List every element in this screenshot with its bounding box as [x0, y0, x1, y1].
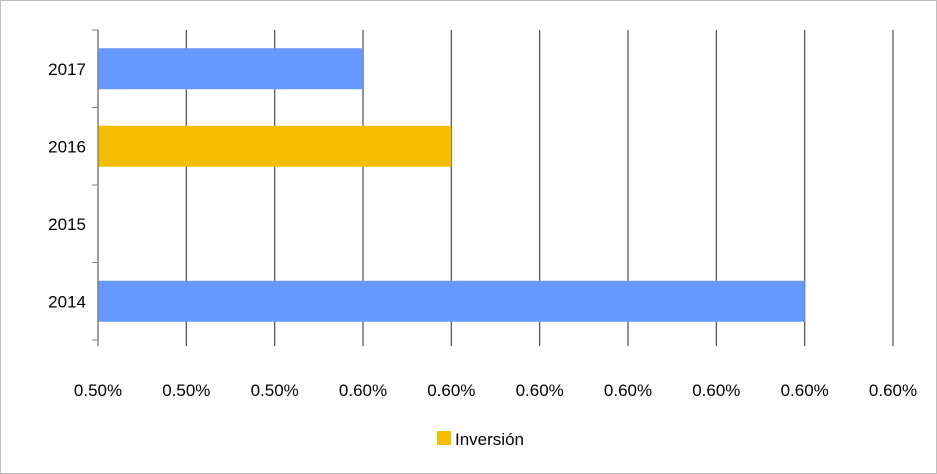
x-tick-label-4: 0.60% — [427, 381, 475, 400]
y-axis-tick-labels: 2017 2016 2015 2014 — [48, 60, 86, 312]
legend: Inversión — [437, 430, 524, 449]
bar-2016 — [98, 125, 452, 167]
x-tick-label-8: 0.60% — [781, 381, 829, 400]
y-tick-label-2016: 2016 — [48, 137, 86, 156]
x-tick-label-3: 0.60% — [339, 381, 387, 400]
x-tick-label-1: 0.50% — [162, 381, 210, 400]
legend-label-inversion: Inversión — [455, 430, 524, 449]
x-tick-label-7: 0.60% — [692, 381, 740, 400]
bar-2017 — [98, 48, 363, 90]
y-tick-label-2017: 2017 — [48, 60, 86, 79]
axes — [92, 29, 99, 341]
legend-swatch-inversion — [437, 431, 451, 445]
x-tick-label-2: 0.50% — [251, 381, 299, 400]
bar-2014 — [98, 280, 805, 322]
bars — [98, 48, 805, 322]
x-tick-label-6: 0.60% — [604, 381, 652, 400]
x-tick-label-0: 0.50% — [74, 381, 122, 400]
y-tick-label-2015: 2015 — [48, 215, 86, 234]
x-tick-label-5: 0.60% — [516, 381, 564, 400]
x-tick-label-9: 0.60% — [869, 381, 917, 400]
x-axis-tick-labels: 0.50% 0.50% 0.50% 0.60% 0.60% 0.60% 0.60% 0.60%… — [74, 381, 917, 400]
y-tick-label-2014: 2014 — [48, 292, 86, 311]
